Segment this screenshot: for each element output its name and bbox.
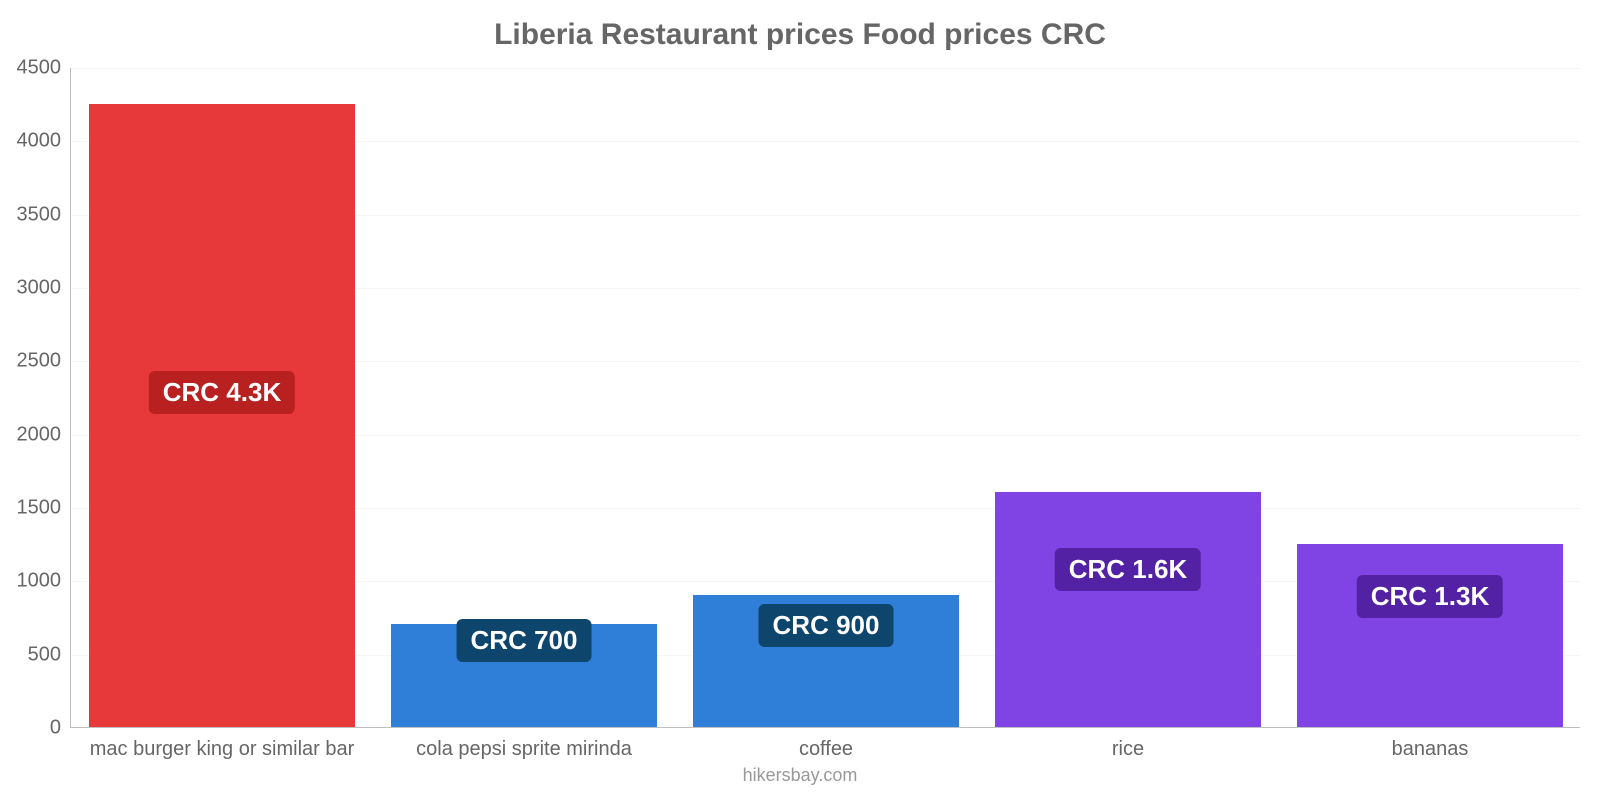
- bar-value-label: CRC 4.3K: [149, 371, 295, 414]
- bar-value-label: CRC 1.3K: [1357, 575, 1503, 618]
- x-tick-label: rice: [1112, 738, 1144, 761]
- y-tick-label: 1000: [11, 570, 61, 593]
- gridline: [71, 68, 1580, 69]
- y-tick-label: 500: [11, 643, 61, 666]
- y-tick-label: 3500: [11, 203, 61, 226]
- chart-footer: hikersbay.com: [0, 765, 1600, 786]
- x-tick-label: bananas: [1392, 738, 1469, 761]
- bar: [1297, 544, 1563, 727]
- plot-area: 050010001500200025003000350040004500CRC …: [70, 68, 1580, 728]
- bar-value-label: CRC 1.6K: [1055, 548, 1201, 591]
- y-tick-label: 2000: [11, 423, 61, 446]
- x-tick-label: mac burger king or similar bar: [90, 738, 355, 761]
- bar: [89, 104, 355, 727]
- y-tick-label: 2500: [11, 350, 61, 373]
- y-tick-label: 1500: [11, 497, 61, 520]
- y-tick-label: 4500: [11, 57, 61, 80]
- y-tick-label: 3000: [11, 277, 61, 300]
- bar-value-label: CRC 900: [759, 604, 894, 647]
- x-tick-label: cola pepsi sprite mirinda: [416, 738, 632, 761]
- y-tick-label: 0: [11, 717, 61, 740]
- bar: [995, 492, 1261, 727]
- bar-value-label: CRC 700: [457, 619, 592, 662]
- y-tick-label: 4000: [11, 130, 61, 153]
- x-tick-label: coffee: [799, 738, 853, 761]
- chart-title: Liberia Restaurant prices Food prices CR…: [0, 0, 1600, 52]
